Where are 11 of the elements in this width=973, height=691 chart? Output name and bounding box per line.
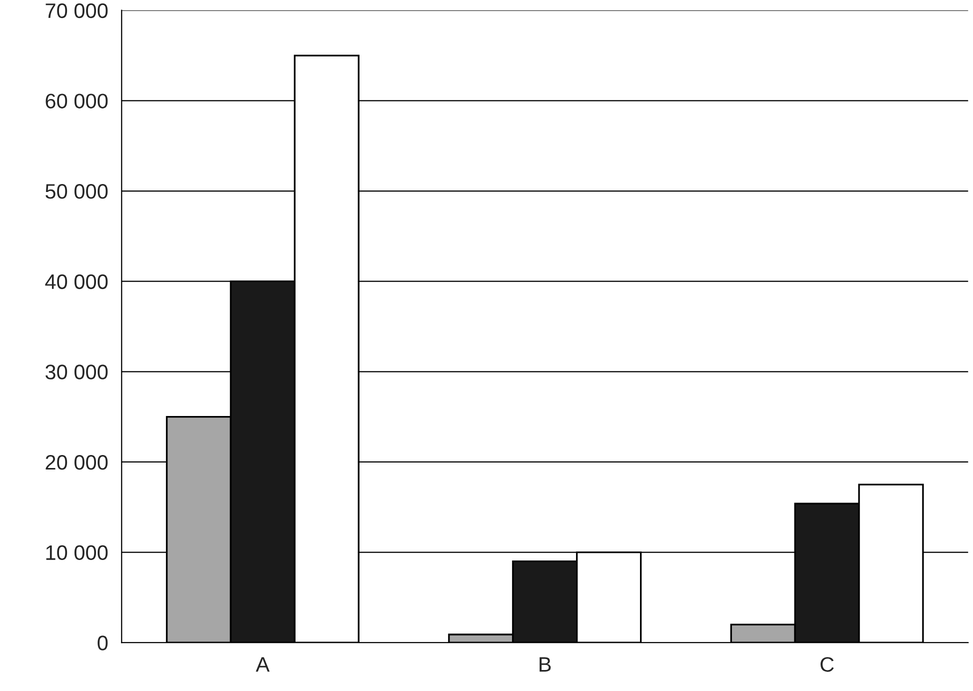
x-tick-label: A	[256, 657, 270, 672]
y-tick-label: 50 000	[46, 184, 108, 199]
y-tick-label: 20 000	[46, 454, 108, 470]
x-tick-label: C	[820, 657, 834, 672]
x-tick-label: B	[540, 657, 551, 672]
y-tick-label: 0	[98, 636, 108, 650]
y-tick-label: 10 000	[46, 545, 108, 560]
y-tick-label: 60 000	[46, 94, 108, 108]
y-tick-label: 70 000	[46, 3, 108, 18]
y-tick-label: 30 000	[46, 364, 108, 380]
y-tick-label: 40 000	[45, 274, 108, 290]
